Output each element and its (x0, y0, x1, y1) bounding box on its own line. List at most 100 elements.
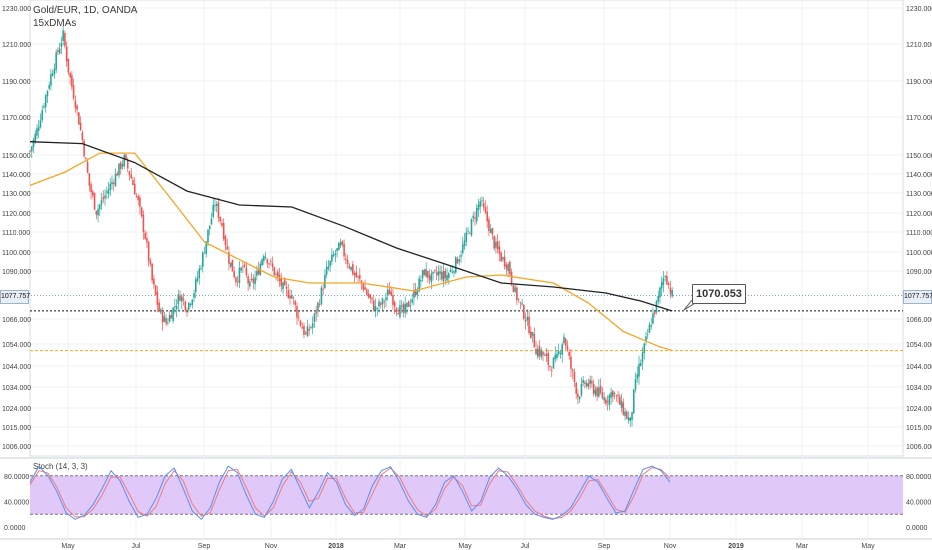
candle-body (187, 302, 190, 310)
candle-body (174, 306, 176, 308)
candle-body (542, 351, 544, 356)
candle-body (352, 264, 354, 275)
candle-body (367, 293, 370, 298)
candle-body (123, 155, 126, 167)
candle-body (205, 241, 208, 254)
candle-body (461, 244, 464, 254)
candle-body (667, 283, 670, 286)
candle-body (393, 302, 396, 307)
candle-body (632, 389, 635, 414)
y-tick-label-right: 1170.000 (906, 115, 932, 122)
x-tick-label: Jul (132, 543, 141, 550)
y-tick-label-right: 1054.000 (906, 342, 932, 349)
candle-body (643, 343, 646, 353)
candle-body (86, 161, 89, 173)
candle-body (254, 277, 256, 285)
candle-body (479, 201, 482, 207)
candle-body (570, 356, 572, 369)
candle-body (402, 303, 405, 313)
candle-body (245, 267, 248, 275)
candle-body (215, 204, 218, 206)
candle-body (502, 257, 504, 260)
candle-body (425, 269, 427, 277)
candle-body (409, 304, 412, 306)
candle-body (303, 325, 305, 335)
candles (29, 25, 673, 427)
candle-body (517, 299, 520, 300)
candle-body (32, 139, 35, 148)
candle-body (549, 366, 551, 367)
candle-body (154, 285, 157, 295)
candle-body (311, 323, 314, 328)
level-callout[interactable]: 1070.053 (692, 284, 746, 304)
candle-body (327, 266, 330, 269)
candle-body (29, 150, 31, 152)
candle-body (526, 316, 529, 321)
candle-body (594, 389, 597, 395)
candle-body (514, 287, 516, 292)
candle-body (619, 396, 621, 405)
candle-body (60, 42, 63, 47)
candle-body (158, 302, 160, 312)
candle-body (547, 353, 550, 366)
candle-body (379, 303, 382, 305)
candle-body (130, 174, 133, 179)
candle-body (519, 302, 522, 304)
candle-body (287, 290, 290, 298)
candle-body (664, 276, 666, 277)
y-tick-label-left: 1210.000 (2, 42, 31, 49)
y-tick-label-left: 1120.000 (2, 211, 31, 218)
x-tick-label: May (861, 543, 875, 550)
candle-body (571, 369, 574, 372)
candle-body (168, 314, 171, 322)
candle-body (290, 295, 293, 299)
candle-body (404, 304, 406, 313)
candle-body (435, 272, 438, 275)
candle-body (456, 258, 459, 264)
candle-body (460, 254, 462, 257)
candle-body (142, 214, 145, 232)
candle-body (224, 236, 227, 246)
candle-body (376, 308, 379, 310)
candle-body (564, 338, 567, 346)
candle-body (189, 304, 192, 305)
candle-body (191, 299, 194, 306)
y-tick-label-left: 1006.000 (2, 444, 31, 451)
candle-body (639, 362, 642, 366)
candle-body (105, 191, 108, 193)
candle-body (182, 298, 185, 300)
candle-body (399, 305, 401, 318)
candle-body (397, 313, 399, 315)
candle-body (306, 326, 309, 337)
candle-body (423, 269, 426, 276)
candle-body (111, 182, 113, 184)
candle-body (428, 275, 431, 280)
candle-body (112, 182, 115, 184)
candle-body (193, 293, 195, 298)
candle-body (416, 291, 419, 295)
candle-body (121, 164, 124, 167)
candle-body (624, 411, 626, 417)
candle-body (601, 392, 604, 398)
candle-body (500, 252, 502, 262)
candle-body (606, 401, 609, 403)
candle-body (448, 273, 450, 278)
candle-body (304, 332, 307, 334)
candle-body (495, 241, 497, 248)
y-tick-label-left: 1190.000 (2, 79, 31, 86)
candle-body (109, 183, 112, 191)
candle-body (559, 353, 562, 355)
candle-body (72, 85, 75, 99)
candle-body (217, 202, 220, 218)
candle-body (133, 183, 136, 195)
candle-body (147, 241, 150, 262)
candle-body (85, 158, 87, 160)
candle-body (156, 292, 159, 305)
candle-body (453, 271, 455, 273)
stoch-tick-label-left: 40.0000 (4, 499, 29, 506)
y-tick-label-left: 1130.000 (2, 191, 31, 198)
candle-body (385, 297, 387, 300)
candle-body (64, 32, 66, 46)
candle-body (282, 282, 284, 290)
y-tick-label-right: 1034.000 (906, 385, 932, 392)
